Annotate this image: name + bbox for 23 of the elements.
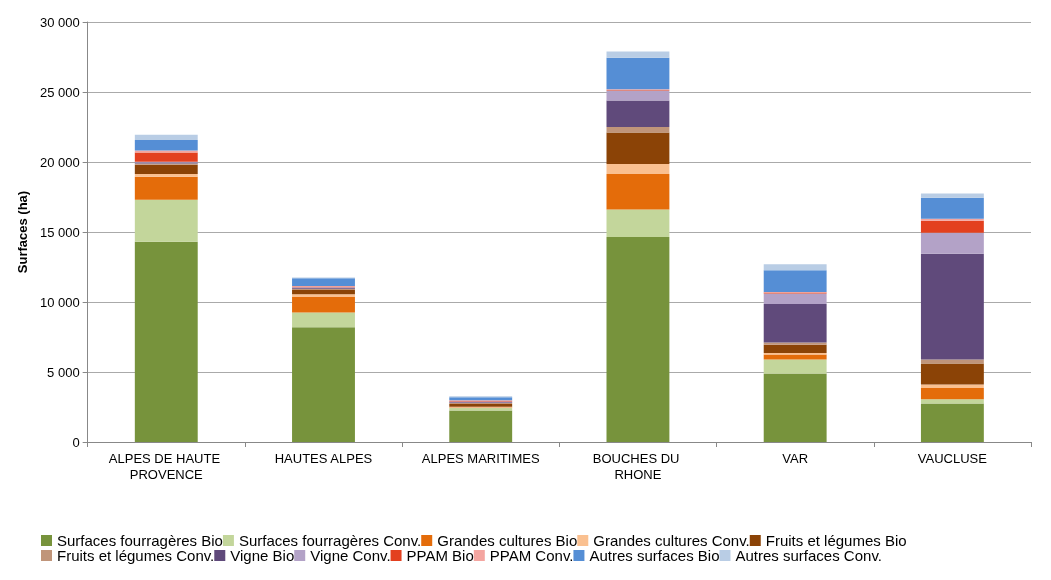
legend-label: PPAM Conv. [489, 547, 574, 564]
x-tick-label: VAUCLUSE [917, 450, 988, 466]
legend-label: Autres surfaces Bio [589, 547, 720, 564]
x-tick-label: ALPES MARITIMES [421, 450, 540, 466]
legend-label: Vigne Bio [230, 547, 295, 564]
y-tick-label: 0 [72, 434, 80, 450]
x-tick-label: HAUTES ALPES [274, 450, 373, 466]
x-tick-label: ALPES DE HAUTE PROVENCE [108, 450, 224, 482]
x-tick-label: VAR [782, 450, 809, 466]
y-tick-label: 5 000 [47, 364, 80, 380]
y-tick-label: 15 000 [39, 224, 80, 240]
y-tick-label: 10 000 [39, 294, 80, 310]
legend-label: PPAM Bio [406, 547, 474, 564]
y-tick-label: 20 000 [39, 154, 80, 170]
legend-label: Surfaces fourragères Conv. [238, 532, 422, 549]
y-axis-title: Surfaces (ha) [15, 190, 30, 274]
y-tick-label: 25 000 [39, 84, 80, 100]
y-tick-label: 30 000 [39, 14, 80, 30]
legend-label: Grandes cultures Conv. [593, 532, 750, 549]
legend-label: Surfaces fourragères Bio [57, 532, 223, 549]
legend-label: Grandes cultures Bio [437, 532, 578, 549]
x-tick-label: BOUCHES DU RHONE [592, 450, 684, 482]
legend-label: Fruits et légumes Bio [765, 532, 907, 549]
